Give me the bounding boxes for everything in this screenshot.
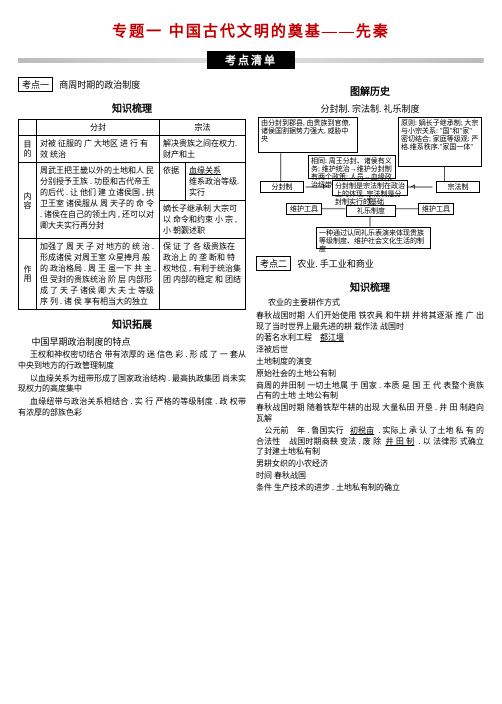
row-zuoyong: 作用 (19, 239, 37, 310)
cell-nr-dizhang: 嫡长子继承制 大宗可以 命令和约束 小 宗 , 小 朝觐述职 (160, 201, 246, 239)
list-item: 春秋战国时期 人们开始使用 铁农具 和牛耕 并将其逐渐 推 广 出现了当时世界上… (256, 311, 484, 333)
list-item: 春秋战国时期 随着铁犁牛耕的出现 大量私田 开垦 . 井 田 制趋向瓦解 (256, 403, 484, 425)
th-zongfa: 宗法 (160, 120, 246, 136)
box-top-left: 由分封到郡县, 由贵族到官僚, 诸侯国割据势力强大, 威胁中央 (258, 117, 358, 153)
sub1: 中国早期政治制度的特点 (18, 335, 246, 348)
box-tool-l: 维护工具 (286, 203, 322, 215)
cell-nr-xueyuan: 血缘关系 维系政治等级.实行 (186, 163, 246, 201)
list-item: 泽被后世 (256, 345, 484, 356)
section-banner: 考点清单 (18, 51, 484, 69)
cell-nr-ff: 周武王把王畿以外的土地和人 民分别授予王族 . 功臣和古代帝王的后代 . 让 他… (37, 163, 160, 239)
zsml-heading: 知识梳理 (18, 100, 246, 115)
cell-mudi-ff: 对被 征服的 广 大地区 进 行 有 效 统治 (37, 136, 160, 163)
kd1-label: 考点一 (18, 77, 53, 92)
underline-xueyuan: 血缘关系 (189, 166, 221, 175)
tujie-sub: 分封制. 宗法制. 礼乐制度 (256, 102, 484, 115)
box-top-right: 原则: 嫡长子继承制; 大宗与小宗关系: "国"和"家" 密切结合; 家庭等级观… (398, 117, 482, 167)
zstz-heading: 知识拓展 (18, 316, 246, 331)
list-item: 土地制度的演变 (256, 357, 484, 368)
row-neirong: 内容 (19, 163, 37, 239)
box-center: 分封制是宗法制在政治上的体现, 宗法制是分封制实行的基础 (332, 180, 408, 196)
box-liyue: 礼乐制度 (346, 205, 396, 217)
th-blank (19, 120, 37, 136)
zsml2-heading: 知识梳理 (256, 279, 484, 294)
row-mudi: 目的 (19, 136, 37, 163)
tujie-heading: 图解历史 (256, 83, 484, 98)
list-item: 原始社会的土地公有制 (256, 369, 484, 380)
box-mid: 相同: 周王分封、诸侯有义务; 维护统治→维护分封制有两个政策: 人员→血缘政治… (308, 155, 396, 179)
list-item: 商周的井田制 一切土地属 于 国家 . 本质 是 国 王 代 表整个贵族占有的土… (256, 381, 484, 403)
main-table: 分封 宗法 目的 对被 征服的 广 大地区 进 行 有 效 统治 解决贵族之间在… (18, 119, 246, 310)
kd2-title: 农业. 手工业和商业 (297, 259, 374, 269)
cell-zy-zf: 保 证 了 各 级贵族在 政治上 的 垄 断和 特 权地位 , 有利于统治集团 … (160, 239, 246, 310)
list-item: 的著名水利工程 都江堰 (256, 333, 484, 344)
left-column: 考点一 商周时期的政治制度 知识梳理 分封 宗法 目的 对被 征服的 广 大地区… (18, 77, 246, 495)
kd1-title: 商周时期的政治制度 (59, 80, 140, 90)
list-item: 男耕女织的小农经济 (256, 459, 484, 470)
p1: 王权和神权密切结合 带有浓厚的 迷 信色 彩 . 形 成 了 一 套从中央到地方… (18, 350, 246, 372)
box-bottom: 一种通过认同礼乐表演来体现贵族等级制度、维护社会文化生活的制度 (316, 227, 431, 249)
kd2-label: 考点二 (256, 256, 291, 271)
page-title: 专题一 中国古代文明的奠基——先秦 (18, 20, 484, 41)
cell-zy-ff: 加强了 周 天 子 对 地方的 统 治 . 形成诸侯 对周王室 众星捧月 般的 … (37, 239, 160, 310)
list-item: 条件 生产技术的进步 . 土地私有制的确立 (256, 483, 484, 494)
banner-label: 考点清单 (207, 51, 295, 69)
right-list: 春秋战国时期 人们开始使用 铁农具 和牛耕 并将其逐渐 推 广 出现了当时世界上… (256, 311, 484, 494)
box-zongfa: 宗法制 (436, 181, 480, 193)
diagram: 由分封到郡县, 由贵族到官僚, 诸侯国割据势力强大, 威胁中央 原则: 嫡长子继… (256, 117, 484, 252)
sec1-title: 农业的主要耕作方式 (256, 298, 484, 309)
list-item: 时间 春秋战国 (256, 471, 484, 482)
cell-mudi-zf: 解决贵族之间在权力. 财产和土 (160, 136, 246, 163)
right-column: 图解历史 分封制. 宗法制. 礼乐制度 (256, 77, 484, 495)
cell-nr-yiju: 依据 (160, 163, 186, 201)
box-fenfeng: 分封制 (260, 181, 304, 193)
p3: 血缘纽带与政治关系相结合 . 实 行 严格的等级制度 . 政 权带有浓厚的部族色… (18, 397, 246, 419)
p2: 以血缘关系为纽带形成了国家政治结构 . 最高执政集团 尚未实现权力的高度集中 (18, 374, 246, 396)
list-item: 公元前 年 . 鲁国实行 初税亩 . 实际上 承 认 了土地 私 有 的合法性 … (256, 426, 484, 458)
box-tool-r: 维护工具 (418, 203, 454, 215)
th-fenfeng: 分封 (37, 120, 160, 136)
cell-nr-weixi: 维系政治等级.实行 (189, 177, 239, 197)
